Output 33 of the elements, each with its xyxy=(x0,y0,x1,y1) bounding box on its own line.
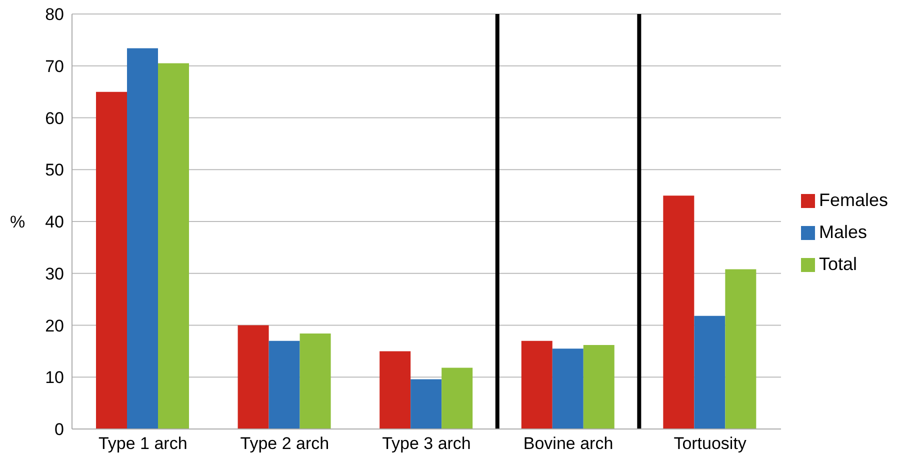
bar xyxy=(694,316,726,429)
x-tick-label: Type 1 arch xyxy=(98,434,188,454)
bar xyxy=(663,196,694,429)
y-axis-title: % xyxy=(10,212,26,232)
y-tick-label: 0 xyxy=(54,420,64,440)
x-tick-label: Tortuosity xyxy=(674,434,747,454)
y-tick-label: 10 xyxy=(45,368,64,388)
bar xyxy=(552,348,584,429)
bar xyxy=(96,92,127,429)
y-tick-label: 40 xyxy=(45,212,64,232)
legend-label: Males xyxy=(818,222,867,242)
bar xyxy=(238,325,269,429)
legend-label: Total xyxy=(818,254,857,274)
y-tick-label: 70 xyxy=(45,56,64,76)
bar xyxy=(158,63,189,429)
bar xyxy=(442,368,473,429)
x-tick-label: Type 2 arch xyxy=(240,434,330,454)
bar xyxy=(725,269,756,429)
y-tick-label: 80 xyxy=(45,5,64,24)
y-tick-label: 50 xyxy=(45,160,64,180)
x-tick-label: Type 3 arch xyxy=(382,434,471,454)
bar xyxy=(583,344,614,429)
bar xyxy=(410,379,442,429)
bar xyxy=(300,334,331,429)
legend-label: Females xyxy=(818,190,888,210)
y-tick-label: 60 xyxy=(45,108,64,128)
y-tick-label: 30 xyxy=(45,264,64,284)
bar xyxy=(127,48,158,429)
bar xyxy=(380,351,411,429)
x-tick-label: Bovine arch xyxy=(523,434,614,454)
bar xyxy=(521,340,552,429)
bar xyxy=(268,340,300,429)
y-tick-label: 20 xyxy=(45,316,64,336)
